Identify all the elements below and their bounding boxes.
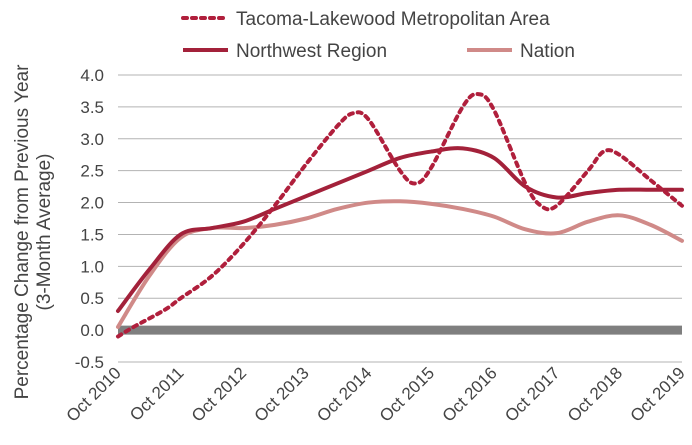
x-tick-label: Oct 2013: [251, 363, 313, 425]
y-tick-label: 3.0: [80, 130, 104, 149]
series-line-tacoma: [118, 94, 682, 336]
x-tick-label: Oct 2012: [188, 363, 250, 425]
x-tick-label: Oct 2017: [501, 363, 563, 425]
y-tick-label: 2.5: [80, 162, 104, 181]
x-tick-label: Oct 2014: [313, 363, 375, 425]
y-tick-label: 1.0: [80, 257, 104, 276]
x-tick-label: Oct 2018: [564, 363, 626, 425]
y-tick-label: 1.5: [80, 225, 104, 244]
y-tick-label: 0.0: [80, 321, 104, 340]
x-tick-label: Oct 2015: [376, 363, 438, 425]
y-tick-label: 4.0: [80, 66, 104, 85]
legend: Tacoma-Lakewood Metropolitan Area Northw…: [183, 9, 575, 62]
series-lines: [118, 94, 682, 336]
legend-label-tacoma: Tacoma-Lakewood Metropolitan Area: [236, 9, 550, 30]
y-tick-label: -0.5: [75, 353, 104, 372]
y-axis-ticks: -0.5 0.0 0.5 1.0 1.5 2.0 2.5 3.0 3.5 4.0: [75, 66, 104, 372]
x-tick-label: Oct 2011: [126, 363, 187, 424]
y-tick-label: 0.5: [80, 289, 104, 308]
y-axis-title: Percentage Change from Previous Year: [12, 64, 33, 399]
legend-label-nation: Nation: [520, 41, 575, 62]
x-tick-label: Oct 2019: [627, 363, 689, 425]
x-tick-label: Oct 2010: [63, 363, 125, 425]
series-line-nation: [118, 201, 682, 327]
y-tick-label: 2.0: [80, 194, 104, 213]
y-axis-subtitle: (3-Month Average): [34, 153, 55, 310]
x-tick-label: Oct 2016: [439, 363, 501, 425]
x-axis-ticks: Oct 2010 Oct 2011 Oct 2012 Oct 2013 Oct 2014…: [63, 363, 689, 425]
y-tick-label: 3.5: [80, 98, 104, 117]
legend-label-northwest: Northwest Region: [236, 41, 387, 62]
